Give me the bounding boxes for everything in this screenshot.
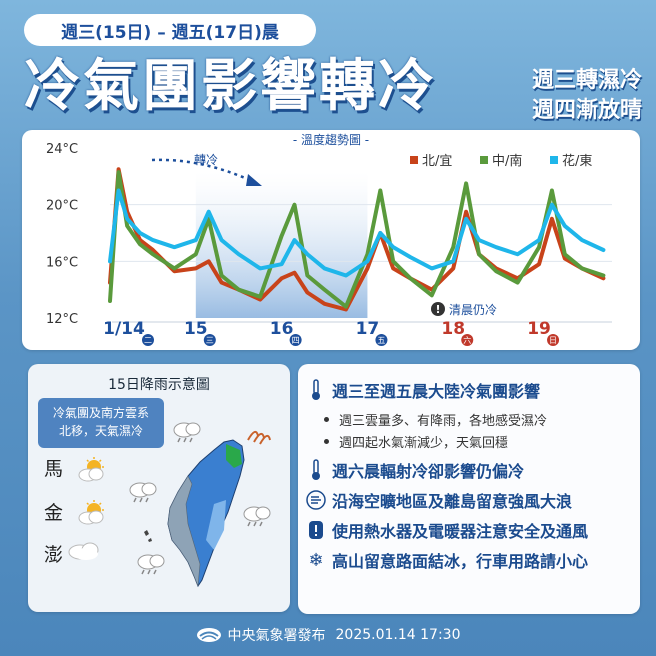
advisory-radiative-cooling-text: 週六晨輻射冷卻影響仍偏冷 <box>332 462 525 481</box>
date-range-text: 週三(15日) – 週五(17日)晨 <box>61 22 279 43</box>
rain-cloud-icon <box>137 554 165 575</box>
matsu-label: 馬 <box>44 458 64 480</box>
info-icon-glyph: ! <box>435 303 440 316</box>
kinmen-label: 金 <box>44 502 64 524</box>
advisory-heater-safety: 使用熱水器及電暖器注意安全及通風 <box>306 518 588 542</box>
snowflake-icon: ❄ <box>308 549 324 571</box>
rain-cloud-icon <box>129 482 157 503</box>
x-day-label: 15 <box>184 319 208 339</box>
legend-label: 花/東 <box>562 153 592 169</box>
footer-publisher: 中央氣象署發布 <box>227 628 326 644</box>
weekday-label: 二 <box>144 336 152 345</box>
info-icon <box>431 302 445 316</box>
advisory-cold-air: 週三至週五晨大陸冷氣團影響 <box>306 378 540 402</box>
y-tick-label: 12°C <box>46 312 78 327</box>
weekday-label: 五 <box>377 336 385 345</box>
subtitle-wednesday: 週三轉濕冷 <box>531 68 642 93</box>
rain-cloud-icon <box>173 422 201 443</box>
weekday-label: 日 <box>549 336 557 345</box>
y-tick-label: 16°C <box>46 255 78 270</box>
advisory-panel <box>298 364 640 614</box>
bullet-dot <box>324 439 329 444</box>
weekday-label: 六 <box>463 335 471 345</box>
advisory-heater-safety-text: 使用熱水器及電暖器注意安全及通風 <box>332 522 589 541</box>
advisory-road-ice: ❄ 高山留意路面結冰，行車用路請小心 <box>306 548 588 572</box>
advisory-radiative-cooling: 週六晨輻射冷卻影響仍偏冷 <box>306 458 524 482</box>
weekday-label: 四 <box>292 336 300 345</box>
legend-label: 中/南 <box>492 153 522 169</box>
heavy-rain-area <box>226 444 242 468</box>
weekday-badge <box>289 334 302 346</box>
rain-map-callout: 冷氣團及南方雲系 北移，天氣濕冷 <box>38 398 164 448</box>
advisory-cold-air-text: 週三至週五晨大陸冷氣團影響 <box>332 382 541 401</box>
advisory-bullet-1: 週三雲量多、有降雨，各地感受濕冷 <box>324 410 547 429</box>
date-range-pill: 週三(15日) – 週五(17日)晨 <box>24 14 316 46</box>
series-line-花/東 <box>108 188 606 278</box>
cloud-icon <box>68 542 99 560</box>
advisory-bullet-2-text: 週四起水氣漸減少，天氣回穩 <box>339 436 509 451</box>
legend-swatch <box>480 156 488 164</box>
legend-swatch <box>410 156 418 164</box>
x-day-label: 1/14 <box>103 319 145 339</box>
advisory-bullet-2: 週四起水氣漸減少，天氣回穩 <box>324 432 508 451</box>
footer: 中央氣象署發布 2025.01.14 17:30 <box>0 624 656 646</box>
chart-title: - 溫度趨勢圖 - <box>293 132 369 147</box>
temperature-chart: 24°C 20°C 16°C 12°C - 溫度趨勢圖 - 北/宜 中/南 花/東 轉冷! 清晨仍… <box>46 132 612 346</box>
rain-cloud-icon <box>243 506 271 527</box>
clear-annotation: 清晨仍冷 <box>449 303 497 317</box>
rain-map-panel: 15日降雨示意圖 冷氣團及南方雲系 北移，天氣濕冷 <box>28 364 290 612</box>
x-day-label: 17 <box>356 319 380 339</box>
wind-icon <box>247 430 271 445</box>
page-title: 冷氣團影響轉冷 <box>24 54 437 119</box>
light-rain-area <box>206 500 226 550</box>
legend-swatch <box>550 156 558 164</box>
thermometer-icon <box>306 379 326 401</box>
x-day-label: 16 <box>270 319 294 339</box>
advisory-wind-waves-text: 沿海空曠地區及離島留意強風大浪 <box>332 492 573 511</box>
series-line-北/宜 <box>108 167 606 312</box>
cold-arrow <box>151 158 255 184</box>
weekday-badge <box>142 334 154 346</box>
advisory-wind-waves: 沿海空曠地區及離島留意強風大浪 <box>306 488 572 512</box>
warning-icon <box>306 519 326 541</box>
temperature-chart-panel: 24°C 20°C 16°C 12°C - 溫度趨勢圖 - 北/宜 中/南 花/東 轉冷! 清晨仍… <box>22 130 640 350</box>
taiwan-rain-map <box>68 422 271 588</box>
cold-arrow-head <box>246 174 262 186</box>
rain-map-title: 15日降雨示意圖 <box>108 377 210 393</box>
penghu-label: 澎 <box>44 544 64 566</box>
wind-wave-icon <box>306 489 326 511</box>
legend-label: 北/宜 <box>422 154 452 169</box>
thermometer-icon <box>306 459 326 481</box>
x-day-label: 18 <box>441 319 465 339</box>
advisory-bullet-1-text: 週三雲量多、有降雨，各地感受濕冷 <box>339 414 548 429</box>
weekday-badge <box>203 334 216 346</box>
y-tick-label: 24°C <box>46 142 78 157</box>
callout-line-1: 冷氣團及南方雲系 <box>52 406 149 420</box>
x-day-label: 19 <box>527 319 551 339</box>
cold-annotation: 轉冷 <box>194 153 218 167</box>
partly-sunny-icon <box>78 500 104 525</box>
cwa-logo-icon <box>196 628 221 642</box>
penghu-islands <box>144 530 152 542</box>
y-tick-label: 20°C <box>46 199 78 214</box>
advisory-road-ice-text: 高山留意路面結冰，行車用路請小心 <box>332 552 589 571</box>
series-line-中/南 <box>108 170 606 309</box>
weekday-badge <box>461 334 474 346</box>
weekday-label: 三 <box>206 336 214 345</box>
subtitle-thursday: 週四漸放晴 <box>531 98 642 123</box>
bullet-dot <box>324 417 329 422</box>
cold-period-shading <box>195 172 368 318</box>
weekday-badge <box>375 334 388 346</box>
weekday-badge <box>547 334 560 346</box>
callout-line-2: 北移，天氣濕冷 <box>58 424 143 438</box>
partly-sunny-icon <box>78 457 104 482</box>
footer-datetime: 2025.01.14 17:30 <box>335 627 461 643</box>
western-plain <box>167 475 201 587</box>
